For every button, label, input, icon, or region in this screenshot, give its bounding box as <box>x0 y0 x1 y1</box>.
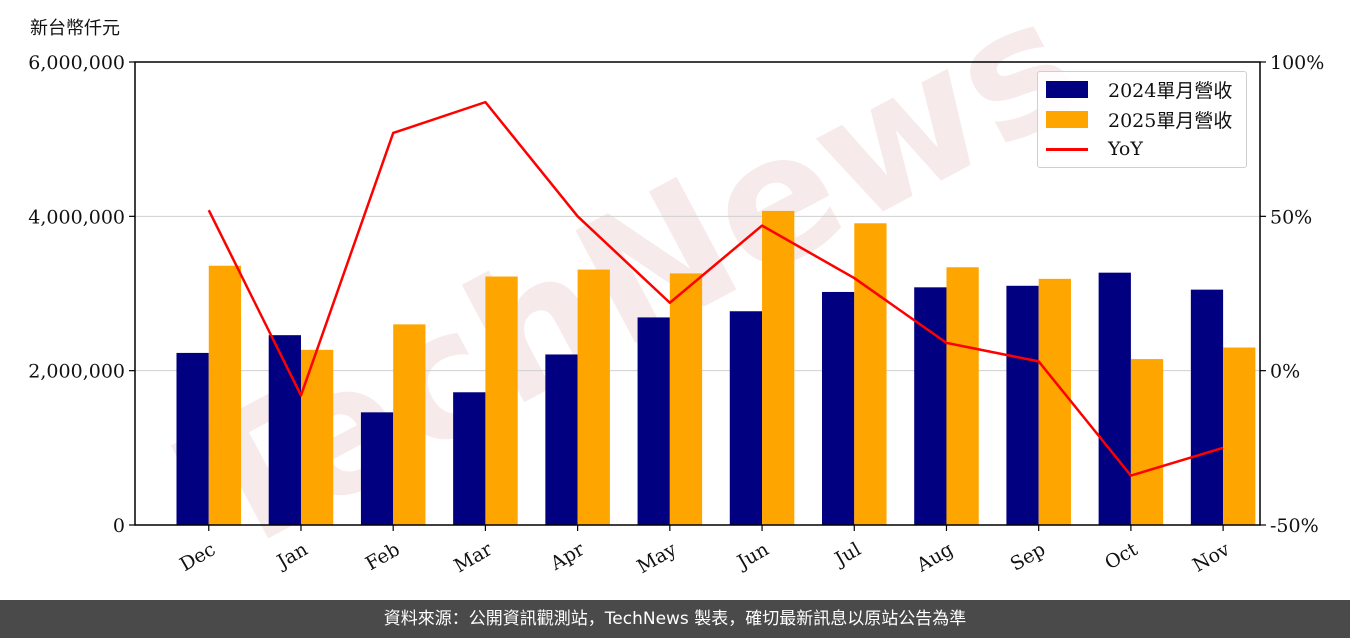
bar-2025-apr <box>577 269 610 525</box>
bar-2025-aug <box>946 267 979 525</box>
bar-2025-mar <box>485 276 518 525</box>
x-tick-label-mar: Mar <box>450 538 496 577</box>
bar-2024-dec <box>176 352 209 525</box>
bar-2025-oct <box>1130 359 1164 525</box>
legend: 2024單月營收 2025單月營收 YoY <box>1037 71 1247 168</box>
y2-tick-label: 100% <box>1270 52 1324 74</box>
x-tick-label-sep: Sep <box>1007 538 1050 575</box>
bar-2025-jul <box>854 223 887 526</box>
axes <box>134 61 1261 526</box>
legend-item-2025: 2025單月營收 <box>1046 107 1233 132</box>
y-tick-label: 2,000,000 <box>28 361 125 383</box>
x-tick-label-oct: Oct <box>1101 538 1142 574</box>
legend-label-2024: 2024單月營收 <box>1108 79 1233 102</box>
bar-2024-may <box>637 317 670 525</box>
bar-2024-apr <box>545 354 578 525</box>
bar-2025-jun <box>762 210 795 525</box>
bar-2025-feb <box>393 324 426 525</box>
x-tick-label-nov: Nov <box>1189 538 1234 577</box>
x-tick-label-feb: Feb <box>362 538 404 575</box>
x-tick-label-apr: Apr <box>546 538 589 575</box>
yoy-line <box>207 100 1224 477</box>
bar-2024-aug <box>914 287 947 525</box>
bar-2024-mar <box>453 392 486 525</box>
x-tick-label-dec: Dec <box>176 538 219 576</box>
plot-frame <box>134 61 1261 526</box>
bar-group <box>176 210 1256 526</box>
x-tick-label-jun: Jun <box>732 538 773 574</box>
legend-item-yoy: YoY <box>1046 137 1143 161</box>
x-tick-label-jul: Jul <box>830 538 865 571</box>
y-tick-label: 4,000,000 <box>28 206 125 228</box>
bar-2024-feb <box>360 412 394 525</box>
bar-2024-sep <box>1006 285 1039 525</box>
yoy-line-group <box>207 100 1224 477</box>
legend-swatch-2024 <box>1046 80 1088 98</box>
legend-swatch-yoy <box>1046 147 1088 151</box>
legend-label-2025: 2025單月營收 <box>1108 109 1233 132</box>
source-footer: 資料來源：公開資訊觀測站，TechNews 製表，確切最新訊息以原站公告為準 <box>0 600 1350 638</box>
y2-tick-label: 0% <box>1270 361 1300 383</box>
legend-label-yoy: YoY <box>1108 138 1143 160</box>
revenue-chart: TechNews 02,000,0004,000,0006,000,000-50… <box>28 0 1324 596</box>
bar-2024-jun <box>729 311 763 525</box>
bar-2025-nov <box>1223 347 1256 525</box>
y2-tick-label: 50% <box>1270 206 1312 228</box>
y-tick-label: 0 <box>113 515 125 537</box>
bar-2025-dec <box>208 265 242 525</box>
x-tick-label-aug: Aug <box>912 538 957 577</box>
bar-2024-oct <box>1098 272 1131 525</box>
y-axis-unit-label: 新台幣仟元 <box>30 18 120 39</box>
legend-swatch-2025 <box>1046 110 1088 128</box>
y2-tick-label: -50% <box>1270 515 1319 537</box>
bar-2025-jan <box>300 349 334 525</box>
bar-2024-nov <box>1190 289 1224 525</box>
bar-2025-sep <box>1038 278 1071 525</box>
legend-item-2024: 2024單月營收 <box>1046 77 1233 102</box>
bar-2025-may <box>669 273 703 525</box>
x-tick-label-may: May <box>633 538 680 578</box>
bar-2024-jan <box>268 335 301 525</box>
bar-2024-jul <box>821 291 855 525</box>
y-tick-label: 6,000,000 <box>28 52 125 74</box>
